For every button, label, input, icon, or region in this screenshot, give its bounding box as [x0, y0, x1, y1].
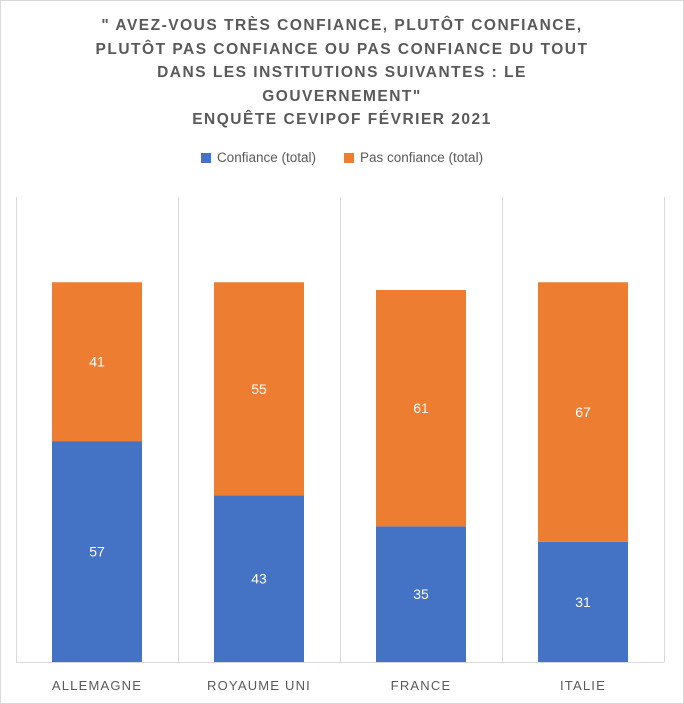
x-tick-label: ROYAUME UNI — [207, 678, 311, 693]
bar-pas-confiance — [52, 282, 142, 442]
title-line-3: DANS LES INSTITUTIONS SUIVANTES : LE — [157, 64, 527, 81]
title-line-4: GOUVERNEMENT" — [262, 87, 422, 105]
legend-label-pas-confiance: Pas confiance (total) — [360, 150, 484, 165]
bar-confiance — [52, 441, 142, 662]
title-line-2: PLUTÔT PAS CONFIANCE OU PAS CONFIANCE DU… — [95, 40, 589, 58]
bar-pas-confiance — [538, 282, 628, 542]
data-label: 55 — [251, 381, 267, 397]
bar-confiance — [214, 495, 304, 662]
x-tick-label: ALLEMAGNE — [52, 678, 142, 693]
legend-label-confiance: Confiance (total) — [216, 150, 316, 165]
chart-title: " AVEZ-VOUS TRÈS CONFIANCE, PLUTÔT CONFI… — [40, 14, 644, 132]
data-label: 43 — [251, 571, 267, 587]
legend-swatch-pas-confiance — [344, 152, 354, 163]
bar-pas-confiance — [214, 282, 304, 496]
x-tick-label: FRANCE — [391, 678, 452, 693]
data-label: 31 — [575, 594, 591, 610]
legend-item-confiance: Confiance (total) — [200, 150, 316, 165]
x-tick-label: ITALIE — [560, 678, 606, 693]
data-label: 57 — [89, 544, 105, 560]
title-line-5: ENQUÊTE CEVIPOF FÉVRIER 2021 — [192, 111, 492, 128]
bar-confiance — [376, 526, 466, 662]
bar-pas-confiance — [376, 290, 466, 527]
bar-confiance — [538, 541, 628, 662]
legend-swatch-confiance — [200, 152, 211, 163]
data-label: 35 — [413, 586, 429, 602]
data-label: 41 — [89, 354, 105, 370]
title-line-1: " AVEZ-VOUS TRÈS CONFIANCE, PLUTÔT CONFI… — [101, 17, 583, 34]
data-label: 61 — [413, 400, 429, 416]
data-label: 67 — [575, 404, 591, 420]
legend-item-pas-confiance: Pas confiance (total) — [344, 150, 483, 165]
chart-legend: Confiance (total) Pas confiance (total) — [0, 150, 684, 165]
